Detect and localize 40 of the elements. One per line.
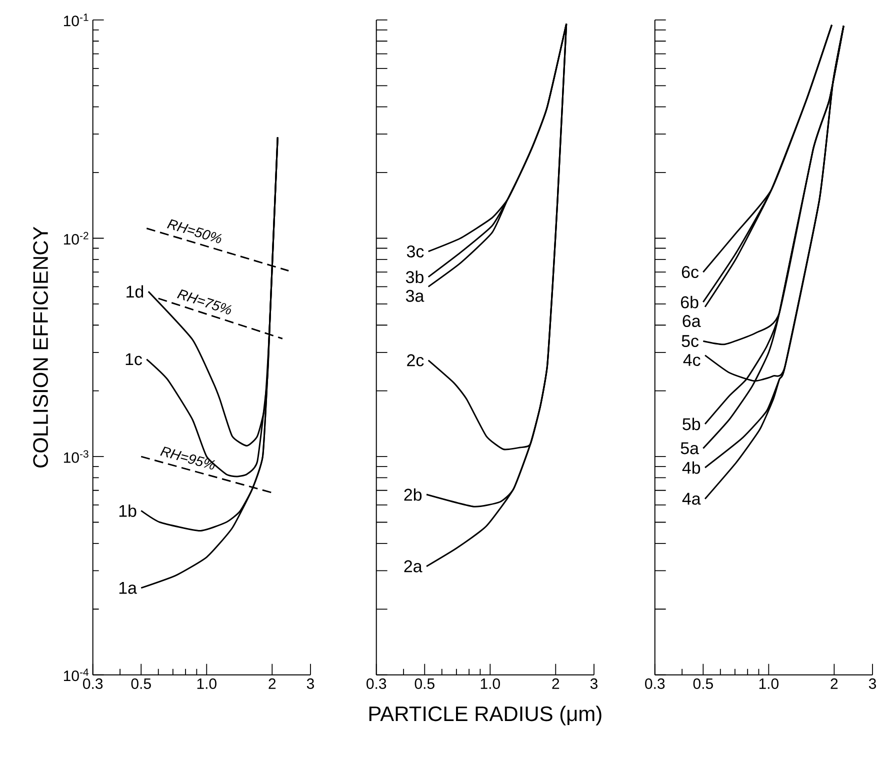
series-label: 4c	[683, 354, 700, 366]
y-tick-label: 10$^{-3}$	[64, 450, 88, 464]
x-tick-label: 0.3	[645, 678, 665, 690]
y-tick-label: 10$^{-2}$	[64, 232, 88, 245]
y-axis-title: COLLISION EFFICIENCY	[33, 226, 48, 468]
series-label: 4a	[682, 493, 701, 505]
series-label: 6c	[682, 266, 699, 278]
x-tick-label: 0.3	[83, 678, 103, 690]
x-tick-label: 0.3	[366, 678, 386, 690]
x-tick-label: 0.5	[131, 678, 151, 690]
series-label: 1a	[119, 582, 137, 594]
x-tick-label: 3	[590, 678, 598, 690]
series-label: 1b	[119, 504, 136, 518]
series-label: 2b	[404, 488, 422, 501]
x-tick-label: 1.0	[480, 678, 500, 690]
x-tick-label: 0.5	[414, 678, 434, 690]
series-label: 3c	[406, 246, 424, 258]
x-tick-label: 3	[306, 678, 314, 690]
y-tick-label: 10$^{-1}$	[64, 14, 88, 26]
series-label: 2a	[404, 560, 422, 572]
x-tick-label: 3	[868, 678, 876, 690]
x-tick-label: 1.0	[759, 678, 778, 690]
x-tick-label: 2	[268, 678, 276, 689]
x-tick-label: 2	[552, 678, 560, 689]
series-label: 3a	[406, 290, 424, 302]
x-tick-label: 0.5	[693, 678, 713, 690]
series-label: 1c	[126, 354, 142, 366]
series-label: 3b	[406, 270, 424, 284]
x-axis-title: PARTICLE RADIUS (μm)	[369, 706, 602, 726]
series-label: 6a	[682, 315, 701, 328]
series-label: 5a	[680, 442, 700, 454]
text: RH=95%	[160, 446, 216, 470]
x-tick-label: 1.0	[197, 678, 216, 690]
series-label: 1d	[126, 285, 144, 298]
series-label: 5b	[682, 418, 700, 430]
x-tick-label: 2	[830, 678, 838, 689]
series-label: 5c	[682, 335, 699, 348]
series-label: 2c	[407, 354, 424, 366]
series-label: 4b	[682, 462, 700, 474]
series-label: 6b	[680, 296, 698, 308]
